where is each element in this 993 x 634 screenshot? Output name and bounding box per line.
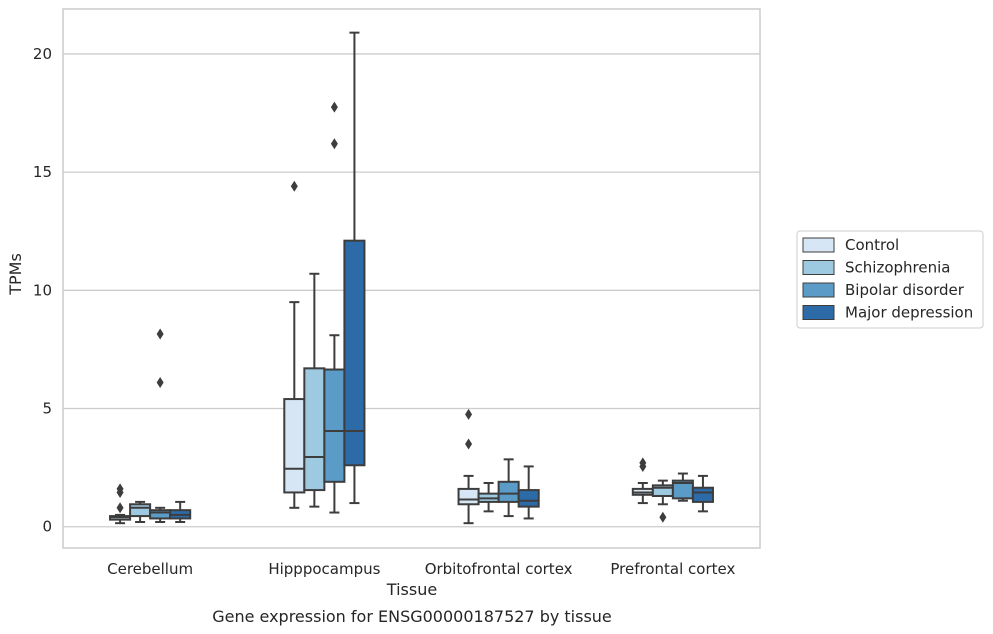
outlier-point xyxy=(290,180,298,192)
legend-swatch-bipolar-disorder xyxy=(802,282,835,298)
box-control-orbitofrontal-cortex xyxy=(457,408,480,525)
boxes xyxy=(109,31,714,525)
y-tick-label: 15 xyxy=(33,163,52,181)
box-body xyxy=(343,239,366,467)
outlier-point xyxy=(330,138,338,150)
x-tick-labels: Cerebellum Hipppocampus Orbitofrontal cort… xyxy=(107,560,735,578)
box-body xyxy=(497,480,520,503)
box-control-hipppocampus xyxy=(283,180,306,509)
legend-label-major-depression: Major depression xyxy=(845,304,973,322)
outlier-point xyxy=(116,483,124,495)
outlier-point xyxy=(659,511,667,523)
chart-caption: Gene expression for ENSG00000187527 by t… xyxy=(212,607,612,626)
box-body xyxy=(457,487,480,506)
y-tick-label: 5 xyxy=(42,400,52,418)
box-body xyxy=(691,486,714,503)
box-body xyxy=(303,367,326,492)
box-body xyxy=(149,509,172,520)
box-schizophrenia-prefrontal-cortex xyxy=(651,479,674,523)
x-tick-label: Cerebellum xyxy=(107,560,193,578)
outlier-point xyxy=(330,101,338,113)
outlier-point xyxy=(116,502,124,514)
box-major-depression-cerebellum xyxy=(169,500,192,523)
legend-frame xyxy=(796,230,984,329)
gridlines xyxy=(63,53,760,528)
legend-swatch-major-depression xyxy=(802,305,835,320)
box-bipolar-disorder-orbitofrontal-cortex xyxy=(497,458,520,518)
box-major-depression-hipppocampus xyxy=(343,31,366,505)
box-major-depression-orbitofrontal-cortex xyxy=(517,465,540,520)
box-schizophrenia-cerebellum xyxy=(129,500,152,523)
y-axis-title: TPMs xyxy=(6,253,25,296)
y-tick-label: 20 xyxy=(33,45,52,63)
legend-swatch-schizophrenia xyxy=(802,260,835,275)
x-tick-label: Hipppocampus xyxy=(268,560,380,578)
y-tick-label: 10 xyxy=(33,281,52,299)
box-body xyxy=(129,503,152,518)
box-body xyxy=(283,398,306,494)
box-schizophrenia-orbitofrontal-cortex xyxy=(477,481,500,513)
y-tick-label: 0 xyxy=(42,518,52,536)
box-control-cerebellum xyxy=(109,483,132,525)
box-schizophrenia-hipppocampus xyxy=(303,272,326,508)
box-body xyxy=(323,368,346,483)
outlier-point xyxy=(156,328,164,340)
box-body xyxy=(517,489,540,508)
outlier-point xyxy=(639,457,647,469)
legend-swatch-control xyxy=(802,237,835,253)
legend-label-bipolar-disorder: Bipolar disorder xyxy=(845,281,965,299)
box-major-depression-prefrontal-cortex xyxy=(691,474,714,513)
x-tick-label: Orbitofrontal cortex xyxy=(425,560,573,578)
outlier-point xyxy=(465,438,473,450)
box-control-prefrontal-cortex xyxy=(631,457,654,505)
legend-label-control: Control xyxy=(845,236,899,254)
legend: Control Schizophrenia Bipolar disorder Majo… xyxy=(796,230,984,329)
y-tick-labels: 0 5 10 15 20 xyxy=(33,45,52,536)
legend-label-schizophrenia: Schizophrenia xyxy=(845,259,950,277)
box-bipolar-disorder-prefrontal-cortex xyxy=(671,472,694,502)
plot-frame xyxy=(62,8,761,549)
x-tick-label: Prefrontal cortex xyxy=(610,560,735,578)
x-axis-title: Tissue xyxy=(386,580,437,599)
box-bipolar-disorder-cerebellum xyxy=(149,328,172,523)
outlier-point xyxy=(156,377,164,389)
outlier-point xyxy=(465,408,473,420)
box-bipolar-disorder-hipppocampus xyxy=(323,101,346,514)
